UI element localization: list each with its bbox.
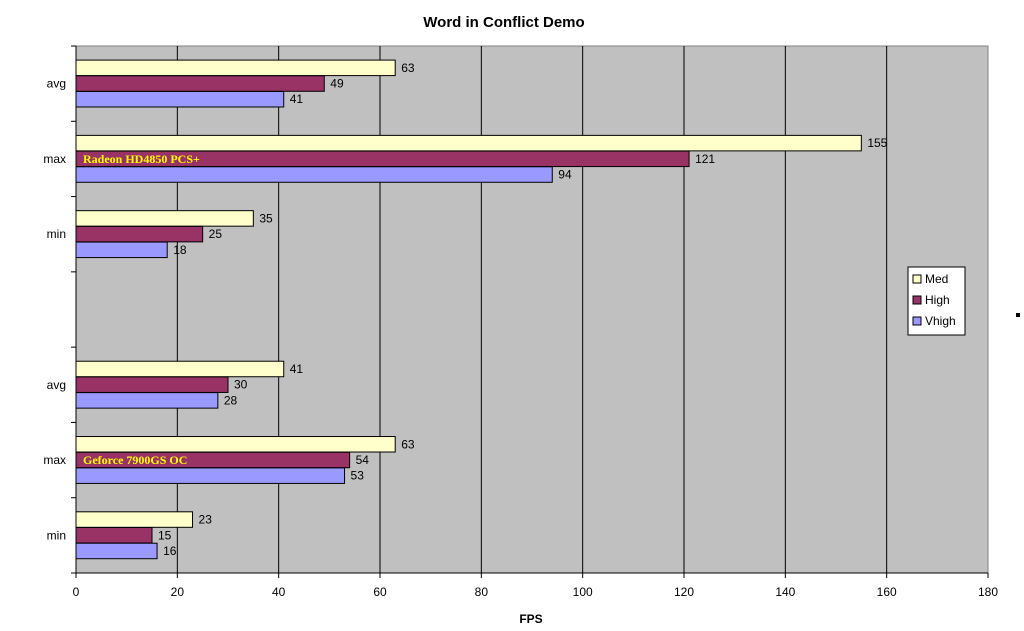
x-tick-label: 60 <box>373 585 387 599</box>
bar-vhigh <box>75 90 285 108</box>
legend-label: Vhigh <box>925 314 956 328</box>
data-label: 35 <box>259 211 273 225</box>
data-label: 23 <box>199 513 213 527</box>
data-label: 25 <box>209 227 223 241</box>
category-label: min <box>47 528 66 542</box>
gridlines <box>176 46 888 573</box>
bar-med <box>75 210 254 227</box>
bar-high <box>75 225 204 243</box>
bar-vhigh <box>75 392 219 409</box>
legend-swatch <box>912 295 922 305</box>
plot-area <box>75 45 989 574</box>
bar-med <box>75 436 396 453</box>
bar-vhigh <box>75 166 553 183</box>
legend-swatch <box>912 316 922 326</box>
x-tick-label: 40 <box>272 585 286 599</box>
category-label: min <box>47 227 66 241</box>
group-annotation: Geforce 7900GS OC <box>83 453 187 467</box>
x-tick-label: 0 <box>73 585 80 599</box>
legend-swatch <box>912 274 922 284</box>
data-label: 41 <box>290 92 304 106</box>
bar-vhigh <box>75 542 158 560</box>
data-label: 94 <box>558 168 572 182</box>
x-tick-label: 20 <box>171 585 185 599</box>
x-axis-title: FPS <box>519 612 542 626</box>
x-tick-label: 80 <box>475 585 489 599</box>
data-label: 63 <box>401 61 415 75</box>
bar-vhigh <box>75 467 346 484</box>
data-label: 41 <box>290 362 304 376</box>
x-tick-label: 160 <box>877 585 897 599</box>
category-label: avg <box>47 77 66 91</box>
x-tick-label: 180 <box>978 585 998 599</box>
bar-high <box>75 527 153 544</box>
data-label: 53 <box>351 469 365 483</box>
bar-high <box>75 75 325 92</box>
bar-high <box>75 376 229 393</box>
axes: 0 20 40 60 80 100 120 140 160 180 avg max min avg max m… <box>43 45 998 599</box>
group-annotation: Radeon HD4850 PCS+ <box>83 152 200 166</box>
chart-title: Word in Conflict Demo <box>423 14 584 31</box>
bar-med <box>75 360 285 378</box>
legend-label: Med <box>925 272 948 286</box>
stray-marker <box>1016 313 1020 317</box>
data-label: 28 <box>224 393 238 407</box>
legend: Med High Vhigh <box>907 266 966 336</box>
x-tick-label: 140 <box>775 585 795 599</box>
data-label: 155 <box>867 136 887 150</box>
bar-med <box>75 59 396 77</box>
bar-med <box>75 511 194 528</box>
x-tick-label: 100 <box>573 585 593 599</box>
category-label: avg <box>47 378 66 392</box>
data-label: 30 <box>234 378 248 392</box>
bar-med <box>75 134 862 152</box>
data-label: 16 <box>163 544 177 558</box>
data-label: 63 <box>401 437 415 451</box>
bar-vhigh <box>75 241 168 259</box>
data-label: 54 <box>356 453 370 467</box>
data-label: 15 <box>158 528 172 542</box>
category-label: max <box>43 152 66 166</box>
category-label: max <box>43 453 66 467</box>
legend-label: High <box>925 293 950 307</box>
bars <box>75 59 862 560</box>
data-label: 49 <box>330 77 344 91</box>
data-label: 18 <box>173 243 187 257</box>
x-tick-label: 120 <box>674 585 694 599</box>
data-label: 121 <box>695 152 715 166</box>
